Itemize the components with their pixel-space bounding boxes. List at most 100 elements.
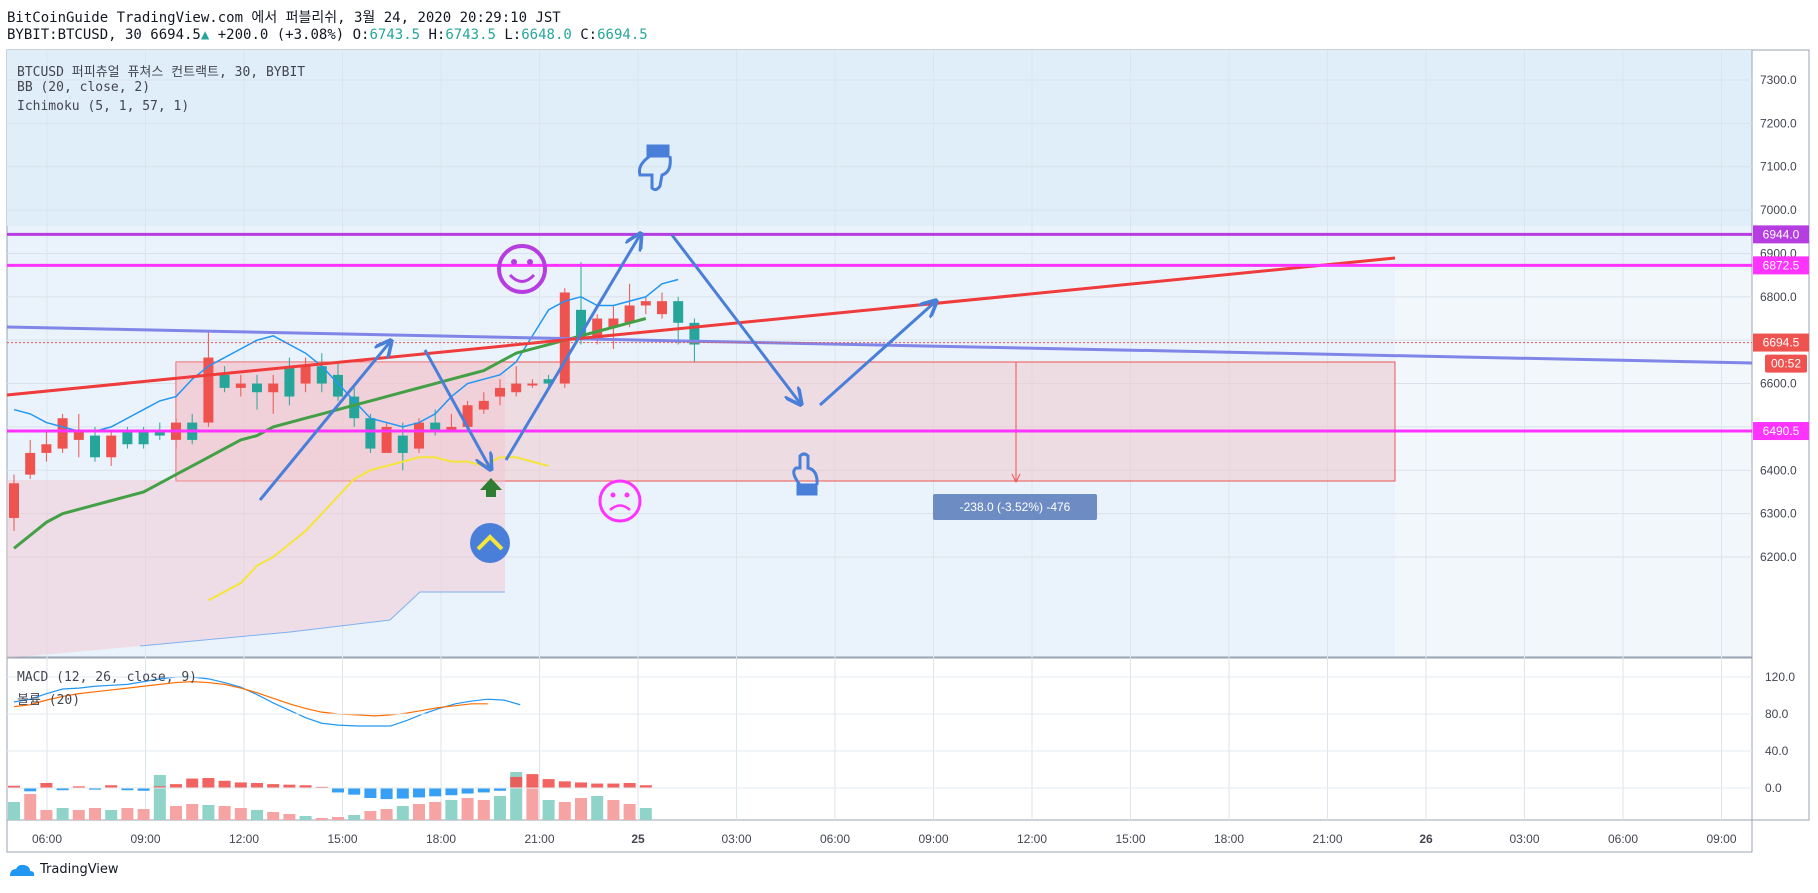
time-tick-label: 26 <box>1419 832 1433 846</box>
macd-hist-bar <box>234 782 247 788</box>
macd-hist-bar <box>267 784 280 788</box>
smile-icon[interactable] <box>497 244 547 294</box>
time-axis[interactable] <box>6 819 1753 853</box>
candle-body <box>122 431 133 445</box>
red-trendline[interactable] <box>6 256 1396 397</box>
pointing-up-hand-icon[interactable] <box>792 452 819 496</box>
projection-arrow-rise[interactable] <box>818 302 935 407</box>
candle-body <box>592 318 603 341</box>
high-value: 6743.5 <box>445 27 496 43</box>
macd-hist-bar <box>105 785 118 788</box>
up-arrow-icon: ▲ <box>200 27 210 43</box>
volume-bar <box>251 810 263 820</box>
volume-bar <box>234 808 247 820</box>
volume-bar <box>72 810 85 820</box>
macd-hist-bar <box>348 788 361 795</box>
candle-body <box>689 322 700 345</box>
candle-body <box>478 400 489 410</box>
time-tick-label: 18:00 <box>426 832 456 846</box>
price-tick-label: 6200.0 <box>1760 550 1797 564</box>
candle-body <box>235 383 246 388</box>
volume-bar <box>202 805 215 820</box>
projection-arrow-up[interactable] <box>504 235 640 461</box>
volume-bar <box>558 802 571 820</box>
volume-bar <box>494 796 506 820</box>
macd-hist-bar <box>218 780 231 788</box>
candle-body <box>657 301 667 315</box>
candle-body <box>349 396 360 419</box>
macd-ticks: 0.0 40.0 80.0 120.0 <box>7 670 1795 795</box>
candle-body <box>333 374 343 397</box>
volume-bar <box>591 796 604 820</box>
macd-hist-bar <box>89 788 101 790</box>
candle-body <box>543 379 554 384</box>
macd-hist-bar <box>445 788 458 796</box>
volume-bar <box>332 817 344 820</box>
candle-body <box>9 483 19 518</box>
macd-hist-bar <box>396 788 409 799</box>
macd-hist-bar <box>186 778 199 788</box>
macd-tick-label: 120.0 <box>1765 670 1795 684</box>
volume-bar <box>105 810 118 820</box>
instrument-legend: BTCUSD 퍼피츄얼 퓨쳐스 컨트랙트, 30, BYBIT <box>17 65 306 80</box>
history-arrow-up[interactable] <box>258 342 390 501</box>
tradingview-logo[interactable]: TradingView <box>8 862 119 877</box>
candle-body <box>381 426 392 453</box>
history-arrow-down[interactable] <box>423 349 490 468</box>
candle-body <box>576 309 586 341</box>
price-tick-label: 6600.0 <box>1760 377 1797 391</box>
candle-body <box>673 301 684 323</box>
pointing-down-hand-icon[interactable] <box>638 144 672 192</box>
projection-arrow-down[interactable] <box>670 234 800 403</box>
price-tick-label: 6400.0 <box>1760 463 1797 477</box>
time-tick-label: 12:00 <box>229 832 259 846</box>
candle-body <box>365 418 376 449</box>
volume-bar <box>8 802 20 820</box>
cloud-area <box>7 362 505 658</box>
time-tick-label: 06:00 <box>1608 832 1638 846</box>
level-tag <box>1753 225 1809 244</box>
bollinger-mid-line <box>13 278 679 432</box>
macd-legend: MACD (12, 26, close, 9) <box>17 670 198 685</box>
macd-hist-bar <box>429 788 442 797</box>
macd-pane[interactable] <box>6 657 1753 821</box>
blue-trendline[interactable] <box>6 325 1753 365</box>
volume-bar <box>526 786 539 820</box>
macd-hist-bar <box>121 788 134 791</box>
candle-body <box>154 431 165 436</box>
macd-hist-bar <box>542 779 555 788</box>
candle-body <box>624 305 635 323</box>
volume-bar <box>396 806 409 820</box>
price-tick-label: 7100.0 <box>1760 160 1797 174</box>
price-tick-label: 7200.0 <box>1760 116 1797 130</box>
time-tick-label: 09:00 <box>130 832 160 846</box>
macd-tick-label: 40.0 <box>1765 744 1789 758</box>
buy-arrow-icon[interactable] <box>480 478 502 497</box>
volume-bar <box>267 812 280 820</box>
macd-hist-bar <box>623 783 636 788</box>
candle-body <box>430 422 441 432</box>
volume-legend: 볼륨 (20) <box>17 693 81 708</box>
cloud-logo-icon <box>10 864 35 876</box>
scroll-up-icon[interactable] <box>470 523 510 563</box>
candle-body <box>446 426 457 432</box>
time-tick-label: 15:00 <box>1115 832 1145 846</box>
volume-bar <box>186 804 199 820</box>
last-price-tag <box>1753 333 1809 352</box>
publish-header: BitCoinGuide TradingView.com 에서 퍼블리쉬, 3월… <box>7 10 561 26</box>
macd-hist-bar <box>137 788 150 791</box>
candle-body <box>414 422 424 449</box>
close-value: 6694.5 <box>597 27 648 43</box>
time-tick-label: 09:00 <box>918 832 948 846</box>
time-tick-label: 21:00 <box>1312 832 1342 846</box>
bb-legend: BB (20, close, 2) <box>17 80 151 95</box>
sad-icon[interactable] <box>598 479 642 523</box>
volume-bar <box>623 804 636 820</box>
macd-hist-bar <box>283 784 296 788</box>
volume-bar <box>137 809 150 820</box>
macd-hist-bar <box>299 785 312 788</box>
time-tick-label: 25 <box>631 832 645 846</box>
candle-body <box>640 301 651 306</box>
macd-hist-bar <box>251 783 263 788</box>
